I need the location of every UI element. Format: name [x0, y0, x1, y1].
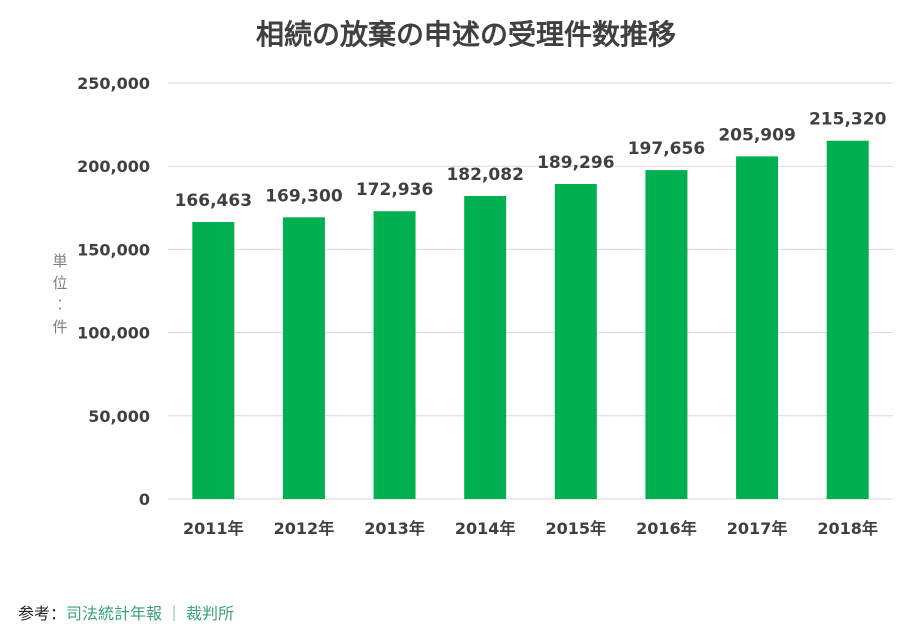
- bar-2012年: [282, 217, 325, 500]
- x-tick-label: 2011年: [183, 519, 244, 538]
- y-tick-label: 250,000: [77, 74, 150, 93]
- data-label: 169,300: [265, 186, 343, 206]
- y-axis-label: 単位︰件: [52, 252, 67, 336]
- bar-2014年: [464, 196, 507, 499]
- bar-2013年: [373, 211, 416, 499]
- data-label: 172,936: [356, 180, 433, 200]
- bar-2017年: [736, 156, 779, 499]
- x-tick-label: 2018年: [817, 519, 878, 538]
- x-axis-ticks: 2011年 2012年 2013年 2014年 2015年 2016年 2017年 2018年: [183, 519, 878, 538]
- bar-2016年: [645, 170, 688, 500]
- y-tick-label: 0: [139, 490, 150, 509]
- x-tick-label: 2016年: [636, 519, 697, 538]
- y-tick-label: 150,000: [77, 240, 150, 259]
- data-label: 215,320: [809, 110, 887, 130]
- x-tick-label: 2015年: [546, 519, 607, 538]
- y-tick-label: 200,000: [77, 157, 150, 176]
- data-label: 189,296: [537, 153, 614, 173]
- data-label: 166,463: [175, 191, 252, 211]
- y-tick-label: 100,000: [77, 324, 150, 343]
- x-tick-label: 2012年: [274, 519, 335, 538]
- y-tick-label: 50,000: [88, 407, 150, 426]
- bar-2018年: [826, 140, 869, 499]
- x-tick-label: 2014年: [455, 519, 516, 538]
- bar-chart: 相続の放棄の申述の受理件数推移 0 50,000 100,000 150,000 200…: [52, 18, 893, 538]
- data-labels: 166,463 169,300 172,936 182,082 189,296 197,6…: [175, 110, 887, 211]
- source-link-court[interactable]: 裁判所: [186, 604, 235, 623]
- source-link-statistics[interactable]: 司法統計年報: [66, 604, 163, 623]
- bar-2011年: [192, 222, 235, 500]
- chart-title: 相続の放棄の申述の受理件数推移: [256, 18, 676, 51]
- grid-lines: [168, 82, 893, 500]
- source-citation: 参考：司法統計年報｜裁判所: [18, 600, 234, 624]
- bar-2015年: [554, 184, 597, 499]
- source-prefix: 参考：: [18, 604, 67, 623]
- x-tick-label: 2017年: [727, 519, 788, 538]
- y-axis-unit-label: 単位︰件: [52, 252, 67, 336]
- source-separator: ｜: [166, 604, 183, 623]
- x-tick-label: 2013年: [364, 519, 425, 538]
- bars: [192, 140, 869, 500]
- data-label: 182,082: [446, 165, 523, 185]
- y-axis-ticks: 0 50,000 100,000 150,000 200,000 250,000: [77, 74, 150, 509]
- data-label: 205,909: [718, 125, 795, 145]
- data-label: 197,656: [628, 139, 705, 159]
